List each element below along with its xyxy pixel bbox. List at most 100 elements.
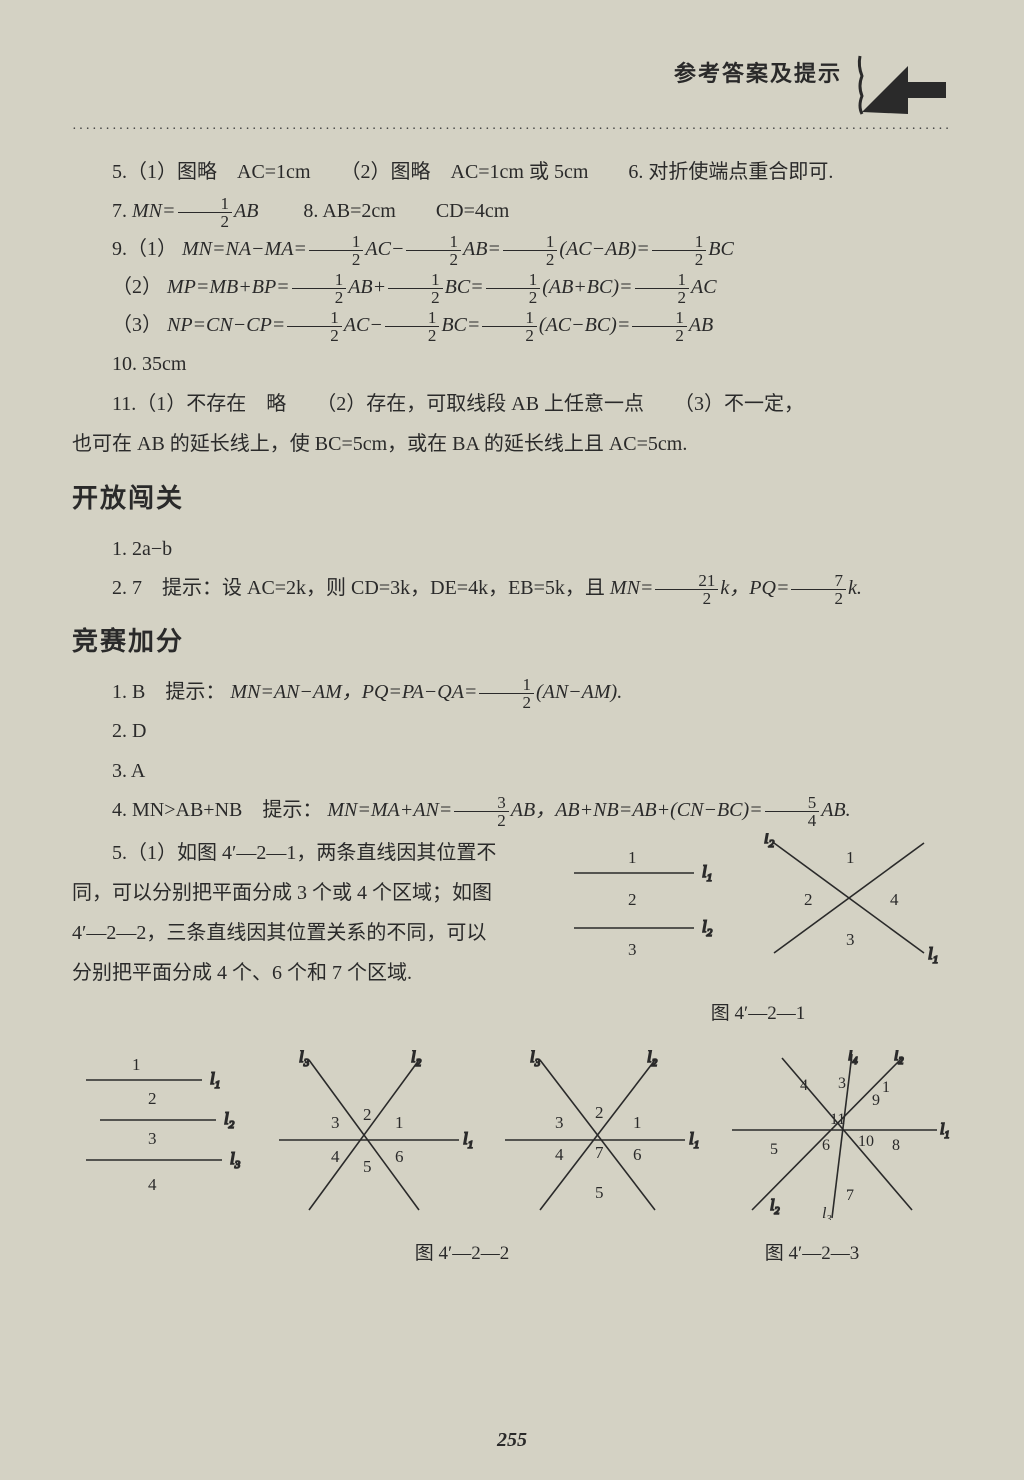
svg-text:1: 1: [846, 848, 855, 867]
svg-text:1: 1: [882, 1079, 890, 1096]
svg-text:7: 7: [595, 1143, 604, 1162]
page: 参考答案及提示 ································…: [0, 0, 1024, 1480]
pre-9-1: 9.（1）: [112, 238, 177, 260]
svg-text:6: 6: [395, 1147, 404, 1166]
svg-text:l3: l3: [822, 1205, 831, 1220]
eq-9-2: MP=MB+BP=12AB+12BC=12(AB+BC)=12AC: [167, 276, 717, 298]
header-title: 参考答案及提示: [674, 56, 842, 88]
svg-text:l2: l2: [411, 1050, 422, 1069]
svg-text:l4: l4: [848, 1050, 857, 1067]
js-5a: 5.（1）如图 4′—2—1，两条直线因其位置不: [72, 833, 552, 873]
svg-text:6: 6: [822, 1137, 830, 1154]
svg-text:l2: l2: [224, 1109, 235, 1131]
svg-text:5: 5: [595, 1183, 604, 1202]
svg-text:1: 1: [628, 848, 637, 867]
svg-text:2: 2: [804, 890, 813, 909]
svg-text:2: 2: [628, 890, 637, 909]
svg-text:2: 2: [595, 1103, 604, 1122]
js-2: 2. D: [72, 711, 952, 751]
ans8: 8. AB=2cm CD=4cm: [263, 200, 509, 222]
svg-text:10: 10: [858, 1133, 874, 1150]
fig-422-panel-a: l1 l2 l3 1 2 3 4: [72, 1050, 252, 1220]
js-5-row: 5.（1）如图 4′—2—1，两条直线因其位置不 同，可以分别把平面分成 3 个…: [72, 833, 952, 1032]
js-4: 4. MN>AB+NB 提示： MN=MA+AN=32AB，AB+NB=AB+(…: [72, 791, 952, 829]
svg-text:l1: l1: [940, 1121, 949, 1141]
svg-text:4: 4: [331, 1147, 340, 1166]
fig-422-panel-b: l1 l2 l3 321 456: [269, 1050, 479, 1220]
svg-text:l1: l1: [928, 944, 938, 966]
kf-1: 1. 2a−b: [72, 529, 952, 569]
caption-422: 图 4′—2—2: [252, 1236, 672, 1272]
arrow-icon: [856, 48, 952, 118]
captions-row: 图 4′—2—2 图 4′—2—3: [72, 1226, 952, 1272]
svg-text:1: 1: [395, 1113, 404, 1132]
svg-text:1: 1: [132, 1055, 141, 1074]
fig-422-panel-c: l1 l2 l3 321 476 5: [495, 1050, 705, 1220]
kf-2: 2. 7 提示：设 AC=2k，则 CD=3k，DE=4k，EB=5k，且 MN…: [72, 569, 952, 607]
svg-text:3: 3: [148, 1129, 157, 1148]
eq-kf2: MN=212k，PQ=72k.: [610, 577, 862, 599]
svg-text:l2: l2: [764, 833, 775, 850]
js-3: 3. A: [72, 751, 952, 791]
eq-mn-half-ab: MN=12AB: [132, 200, 258, 222]
svg-text:8: 8: [892, 1137, 900, 1154]
fig-421-svg: l1 l2 1 2 3 l1 l2 1 2 4 3: [564, 833, 944, 973]
pre-9-2: （2）: [112, 276, 162, 298]
answer-5-6: 5.（1）图略 AC=1cm （2）图略 AC=1cm 或 5cm 6. 对折使…: [72, 152, 952, 192]
js-5c: 4′—2—2，三条直线因其位置关系的不同，可以: [72, 913, 552, 953]
answer-9-1: 9.（1） MN=NA−MA=12AC−12AB=12(AC−AB)=12BC: [72, 230, 952, 268]
caption-423: 图 4′—2—3: [672, 1236, 952, 1272]
svg-text:5: 5: [363, 1157, 372, 1176]
svg-text:l1: l1: [689, 1129, 699, 1151]
content-body: 5.（1）图略 AC=1cm （2）图略 AC=1cm 或 5cm 6. 对折使…: [72, 152, 952, 1272]
fig-423-svg: l1 l2 l2 l4 l3 43 91 511 610 87: [722, 1050, 952, 1220]
svg-text:11: 11: [830, 1111, 845, 1128]
js-5b: 同，可以分别把平面分成 3 个或 4 个区域；如图: [72, 873, 552, 913]
svg-text:l2: l2: [770, 1197, 779, 1217]
kf-2-pre: 2. 7 提示：设 AC=2k，则 CD=3k，DE=4k，EB=5k，且: [112, 577, 610, 599]
figure-4-2-1: l1 l2 1 2 3 l1 l2 1 2 4 3 图 4′—2—1: [564, 833, 952, 1032]
answer-10: 10. 35cm: [72, 344, 952, 384]
answer-11a: 11.（1）不存在 略 （2）存在，可取线段 AB 上任意一点 （3）不一定，: [72, 384, 952, 424]
eq-js1: MN=AN−AM，PQ=PA−QA=12(AN−AM).: [230, 681, 622, 703]
pre-9-3: （3）: [112, 314, 162, 336]
svg-text:4: 4: [890, 890, 899, 909]
svg-text:l2: l2: [647, 1050, 658, 1069]
svg-text:3: 3: [838, 1075, 846, 1092]
svg-text:2: 2: [148, 1089, 157, 1108]
section-kaifang: 开放闯关: [72, 474, 952, 523]
js-5-text: 5.（1）如图 4′—2—1，两条直线因其位置不 同，可以分别把平面分成 3 个…: [72, 833, 552, 993]
svg-text:l3: l3: [299, 1050, 310, 1069]
answer-11b: 也可在 AB 的延长线上，使 BC=5cm，或在 BA 的延长线上且 AC=5c…: [72, 424, 952, 464]
svg-text:5: 5: [770, 1141, 778, 1158]
js-5d: 分别把平面分成 4 个、6 个和 7 个区域.: [72, 953, 552, 993]
js-1-pre: 1. B 提示：: [112, 681, 225, 703]
answer-9-3: （3） NP=CN−CP=12AC−12BC=12(AC−BC)=12AB: [72, 306, 952, 344]
svg-text:l1: l1: [702, 862, 712, 884]
svg-text:l1: l1: [463, 1129, 473, 1151]
js-4-pre: 4. MN>AB+NB 提示：: [112, 799, 322, 821]
svg-text:4: 4: [800, 1077, 808, 1094]
section-jingsai: 竞赛加分: [72, 617, 952, 666]
page-number: 255: [0, 1429, 1024, 1452]
svg-text:l3: l3: [230, 1149, 241, 1171]
ans7-prefix: 7.: [112, 200, 132, 222]
dotted-rule: ········································…: [72, 122, 952, 138]
eq-9-1: MN=NA−MA=12AC−12AB=12(AC−AB)=12BC: [182, 238, 734, 260]
svg-text:2: 2: [363, 1105, 372, 1124]
svg-text:9: 9: [872, 1092, 880, 1109]
page-header: 参考答案及提示: [72, 48, 952, 122]
svg-text:4: 4: [555, 1145, 564, 1164]
caption-421: 图 4′—2—1: [564, 996, 952, 1032]
svg-text:3: 3: [628, 940, 637, 959]
svg-text:1: 1: [633, 1113, 642, 1132]
svg-text:3: 3: [555, 1113, 564, 1132]
svg-text:l3: l3: [530, 1050, 541, 1069]
svg-text:l1: l1: [210, 1069, 220, 1091]
js-1: 1. B 提示： MN=AN−AM，PQ=PA−QA=12(AN−AM).: [72, 673, 952, 711]
figures-row: l1 l2 l3 1 2 3 4 l1 l2 l3 321 456: [72, 1050, 952, 1220]
eq-js4: MN=MA+AN=32AB，AB+NB=AB+(CN−BC)=54AB.: [327, 799, 850, 821]
eq-9-3: NP=CN−CP=12AC−12BC=12(AC−BC)=12AB: [167, 314, 713, 336]
svg-text:7: 7: [846, 1187, 854, 1204]
answer-7-8: 7. MN=12AB 8. AB=2cm CD=4cm: [72, 192, 952, 230]
